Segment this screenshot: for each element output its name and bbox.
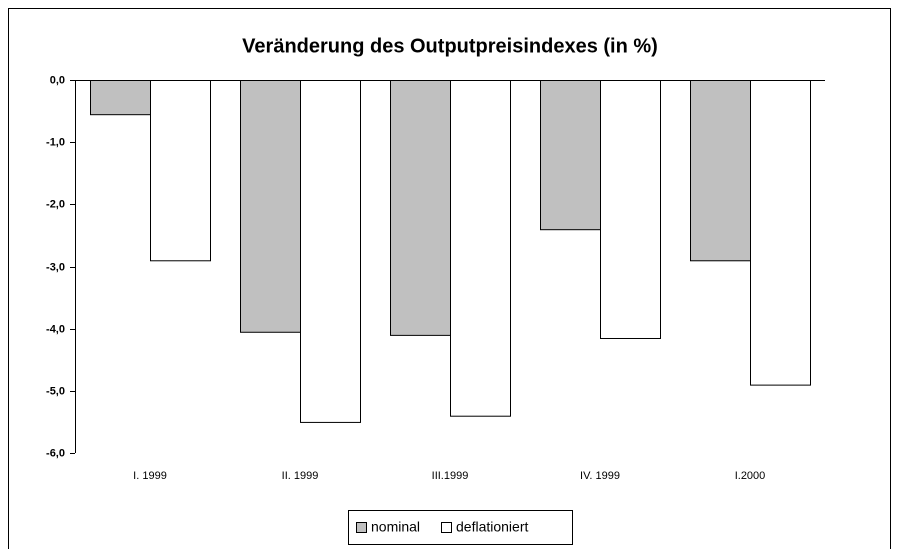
x-tick-label: III.1999	[432, 470, 469, 482]
x-tick-label: I. 1999	[133, 470, 167, 482]
legend-swatch	[356, 522, 367, 533]
x-tick-label: IV. 1999	[580, 470, 620, 482]
legend-label: deflationiert	[456, 519, 528, 535]
bar	[540, 80, 601, 231]
bar	[750, 80, 811, 386]
bar	[390, 80, 451, 336]
bar	[90, 80, 151, 116]
x-tick-label: I.2000	[735, 470, 766, 482]
bar	[300, 80, 361, 423]
bar	[150, 80, 211, 262]
bar	[600, 80, 661, 339]
y-tick-label: -4,0	[46, 323, 65, 335]
y-tick-label: -1,0	[46, 136, 65, 148]
y-tick-label: -5,0	[46, 385, 65, 397]
bar	[450, 80, 511, 417]
legend-box	[348, 510, 573, 545]
chart-title: Veränderung des Outputpreisindexes (in %…	[242, 35, 658, 57]
legend-swatch	[441, 522, 452, 533]
y-tick-label: -2,0	[46, 198, 65, 210]
y-tick-label: -3,0	[46, 261, 65, 273]
x-tick-label: II. 1999	[282, 470, 319, 482]
bar	[690, 80, 751, 262]
bar	[240, 80, 301, 333]
legend-label: nominal	[371, 519, 420, 535]
y-tick-label: -6,0	[46, 447, 65, 459]
y-tick-label: 0,0	[50, 74, 65, 86]
